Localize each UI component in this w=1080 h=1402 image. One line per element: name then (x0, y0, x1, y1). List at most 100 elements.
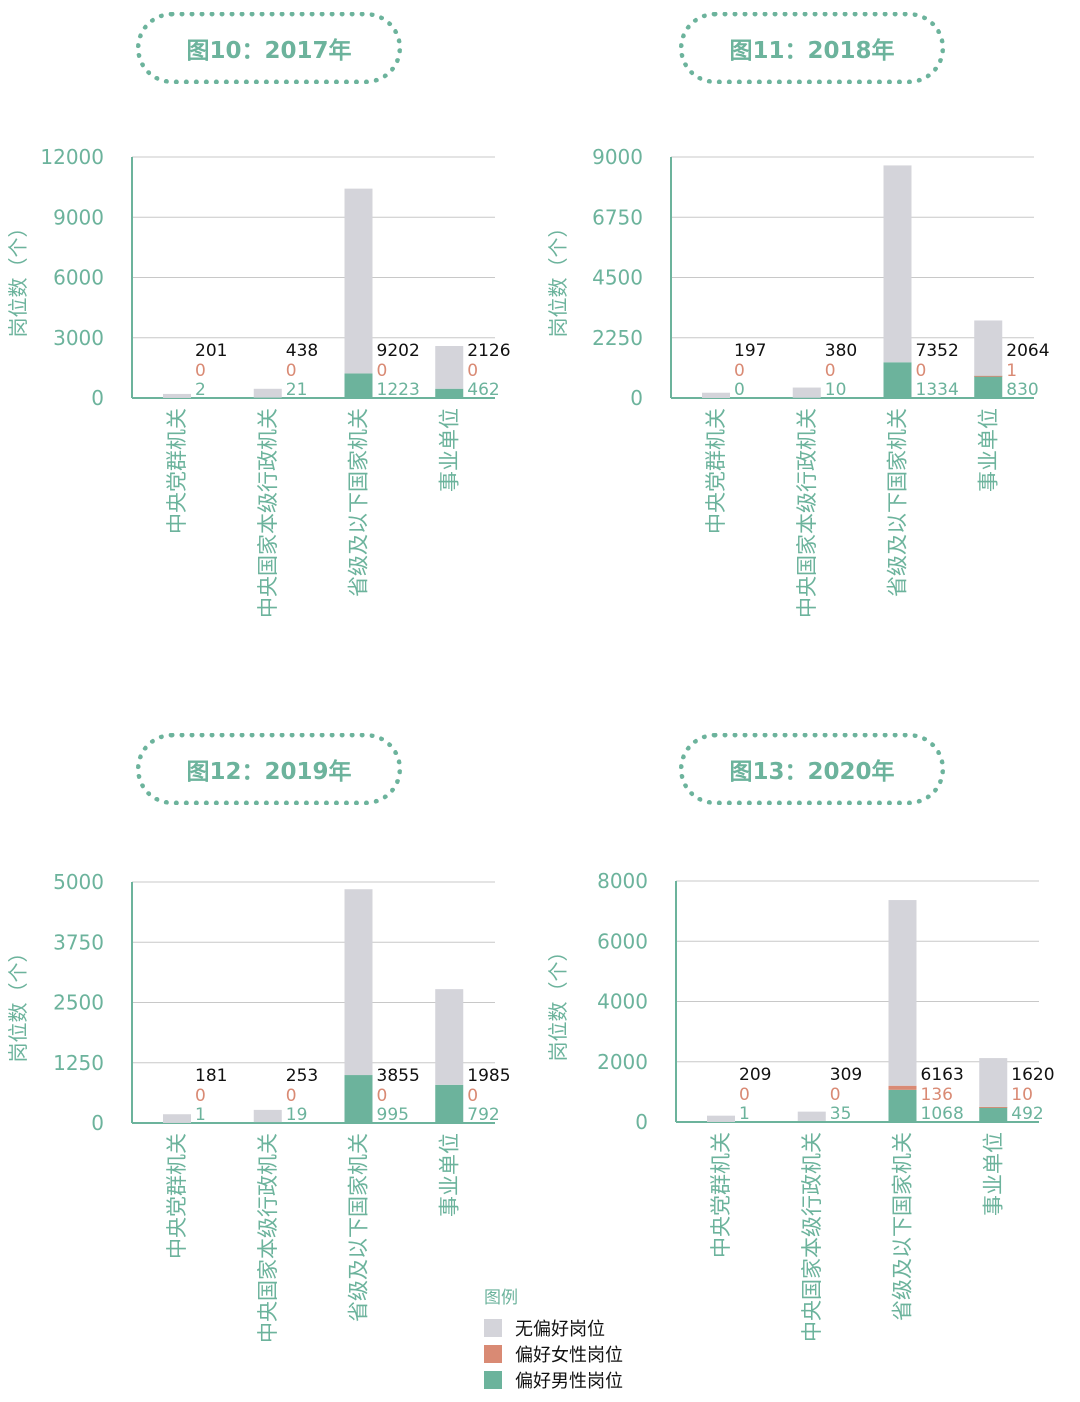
chart-title: 图10：2017年 (136, 12, 402, 84)
legend-label-none: 无偏好岗位 (515, 1319, 605, 1340)
data-label-none: 253 (286, 1066, 318, 1086)
data-label-female: 0 (467, 361, 478, 381)
data-label-female: 0 (739, 1085, 750, 1105)
bar-segment-none (979, 1058, 1008, 1107)
data-label-female: 1 (1006, 361, 1017, 381)
bar-segment-none (707, 1115, 735, 1122)
x-category-label: 中央党群机关 (165, 408, 189, 534)
bar-segment-male (344, 373, 373, 398)
data-label-female: 0 (195, 361, 206, 381)
chart-title: 图12：2019年 (136, 733, 402, 805)
bar-segment-female (979, 1106, 1008, 1108)
data-label-none: 201 (195, 341, 227, 361)
bar-segment-male (253, 397, 282, 399)
data-label-female: 0 (825, 361, 836, 381)
x-category-label: 中央党群机关 (165, 1133, 189, 1259)
legend-label-female: 偏好女性岗位 (515, 1345, 623, 1366)
y-tick-label: 9000 (592, 145, 643, 169)
bar-segment-none (253, 1109, 282, 1123)
y-tick-label: 2250 (592, 326, 643, 350)
data-label-none: 1620 (1011, 1065, 1054, 1085)
y-tick-label: 2500 (53, 991, 104, 1015)
bar-segment-male (344, 1075, 373, 1123)
y-tick-label: 6000 (597, 929, 648, 953)
bar-segment-none (344, 188, 373, 374)
y-tick-label: 6750 (592, 205, 643, 229)
x-category-label: 省级及以下国家机关 (886, 408, 910, 597)
bar-segment-none (888, 900, 917, 1086)
y-tick-label: 0 (91, 386, 104, 410)
chart-panel-2017: 图10：2017年 0 3000 6000 9000 12000 岗位数（个） 201 0 2 中… (0, 0, 540, 700)
data-label-male: 2 (195, 380, 206, 400)
bar-segment-none (792, 387, 821, 398)
legend-title: 图例 (484, 1288, 518, 1308)
x-category-label: 省级及以下国家机关 (891, 1132, 915, 1321)
data-label-female: 10 (1011, 1085, 1033, 1105)
data-label-female: 0 (377, 361, 388, 381)
data-label-female: 0 (916, 361, 927, 381)
data-label-female: 0 (286, 361, 297, 381)
data-label-male: 462 (467, 380, 499, 400)
y-tick-label: 3000 (53, 326, 104, 350)
bar-segment-male (435, 1084, 464, 1123)
bar-segment-male (707, 1121, 735, 1123)
data-label-male: 830 (1006, 380, 1038, 400)
data-label-female: 0 (830, 1085, 841, 1105)
chart-panel-2020: 图13：2020年 0 2000 4000 6000 8000 岗位数（个） 209 0 1 中央… (540, 700, 1080, 1400)
bar-segment-male (883, 362, 912, 398)
bar-segment-none (435, 989, 464, 1085)
bar-segment-male (163, 1122, 191, 1124)
data-label-none: 438 (286, 341, 318, 361)
y-tick-label: 5000 (53, 870, 104, 894)
x-category-label: 中央国家本级行政机关 (800, 1132, 824, 1342)
y-tick-label: 4000 (597, 990, 648, 1014)
x-category-label: 省级及以下国家机关 (347, 1133, 371, 1322)
y-tick-label: 6000 (53, 266, 104, 290)
data-label-none: 380 (825, 341, 857, 361)
stacked-bar-chart-2018: 02250450067509000岗位数（个）19700中央党群机关380010… (546, 145, 1050, 618)
y-tick-label: 9000 (53, 205, 104, 229)
chart-title: 图13：2020年 (679, 733, 945, 805)
y-tick-label: 0 (91, 1111, 104, 1135)
data-label-female: 0 (734, 361, 745, 381)
y-tick-label: 12000 (40, 145, 104, 169)
x-category-label: 事业单位 (437, 1133, 461, 1217)
legend-label-male: 偏好男性岗位 (515, 1371, 623, 1392)
y-tick-label: 4500 (592, 266, 643, 290)
y-tick-label: 8000 (597, 869, 648, 893)
data-label-female: 0 (377, 1086, 388, 1106)
data-label-male: 492 (1011, 1104, 1043, 1124)
legend-item-male: 偏好男性岗位 (484, 1367, 623, 1393)
x-category-label: 事业单位 (437, 408, 461, 492)
bar-segment-none (163, 393, 191, 398)
data-label-male: 1223 (377, 380, 420, 400)
data-label-male: 1334 (916, 380, 959, 400)
bar-segment-none (797, 1111, 826, 1121)
data-label-female: 136 (921, 1085, 953, 1105)
data-label-male: 21 (286, 380, 308, 400)
data-label-none: 197 (734, 341, 766, 361)
data-label-none: 7352 (916, 341, 959, 361)
data-label-none: 2064 (1006, 341, 1049, 361)
bar-segment-none (702, 392, 730, 398)
x-category-label: 中央党群机关 (704, 408, 728, 534)
legend-swatch-none (484, 1319, 502, 1337)
bar-segment-female (974, 375, 1003, 377)
bar-segment-male (792, 397, 821, 399)
bar-segment-male (163, 397, 191, 399)
data-label-none: 309 (830, 1065, 862, 1085)
bar-segment-none (435, 346, 464, 389)
y-axis-label: 岗位数（个） (546, 218, 570, 338)
data-label-none: 209 (739, 1065, 771, 1085)
data-label-male: 792 (467, 1105, 499, 1125)
stacked-bar-chart-2017: 030006000900012000岗位数（个）20102中央党群机关43802… (6, 145, 511, 618)
chart-panel-2018: 图11：2018年 0 2250 4500 6750 9000 岗位数（个） 197 0 0 中央… (540, 0, 1080, 700)
y-axis-label: 岗位数（个） (6, 943, 30, 1063)
x-category-label: 中央国家本级行政机关 (795, 408, 819, 618)
x-category-label: 事业单位 (976, 408, 1000, 492)
chart-panel-2019: 图12：2019年 0 1250 2500 3750 5000 岗位数（个） 181 0 1 中央… (0, 700, 540, 1400)
bar-segment-male (974, 375, 1003, 398)
y-axis-label: 岗位数（个） (6, 218, 30, 338)
bar-segment-male (888, 1089, 917, 1122)
